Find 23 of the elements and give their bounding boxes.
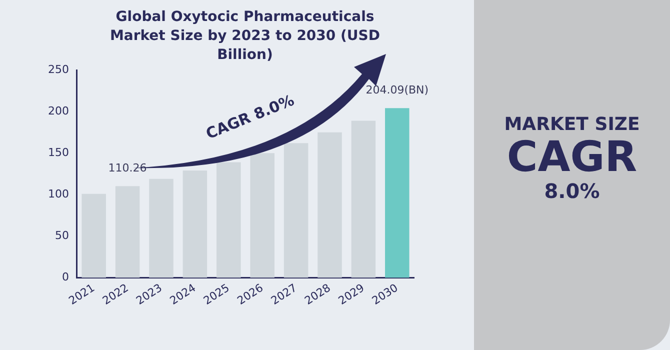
chart-title: Global Oxytocic Pharmaceuticals Market Size by 2023 to 2030 (USD Billion) (108, 8, 382, 65)
data-label: 110.26 (108, 161, 147, 174)
bar (149, 178, 174, 278)
text: MARKET SIZE (503, 114, 641, 135)
text: 8.0% (543, 179, 601, 203)
y-tick-label: 0 (62, 270, 69, 284)
y-tick-label: 150 (48, 146, 69, 159)
bar (82, 194, 106, 278)
bar (250, 153, 274, 278)
bar (284, 143, 308, 278)
y-tick-label: 100 (48, 188, 69, 201)
y-tick-label: 250 (48, 62, 69, 76)
bar (216, 162, 241, 278)
bar (318, 132, 342, 278)
bar (182, 170, 208, 278)
bar (351, 120, 376, 278)
data-label: 204.09(BN) (366, 84, 429, 97)
bar (385, 108, 410, 278)
y-tick-label: 200 (48, 104, 69, 118)
y-tick-label: 50 (54, 229, 69, 242)
bar (115, 186, 140, 278)
text: CAGR (506, 132, 638, 181)
annotation: CAGR 8.0% (202, 90, 298, 145)
